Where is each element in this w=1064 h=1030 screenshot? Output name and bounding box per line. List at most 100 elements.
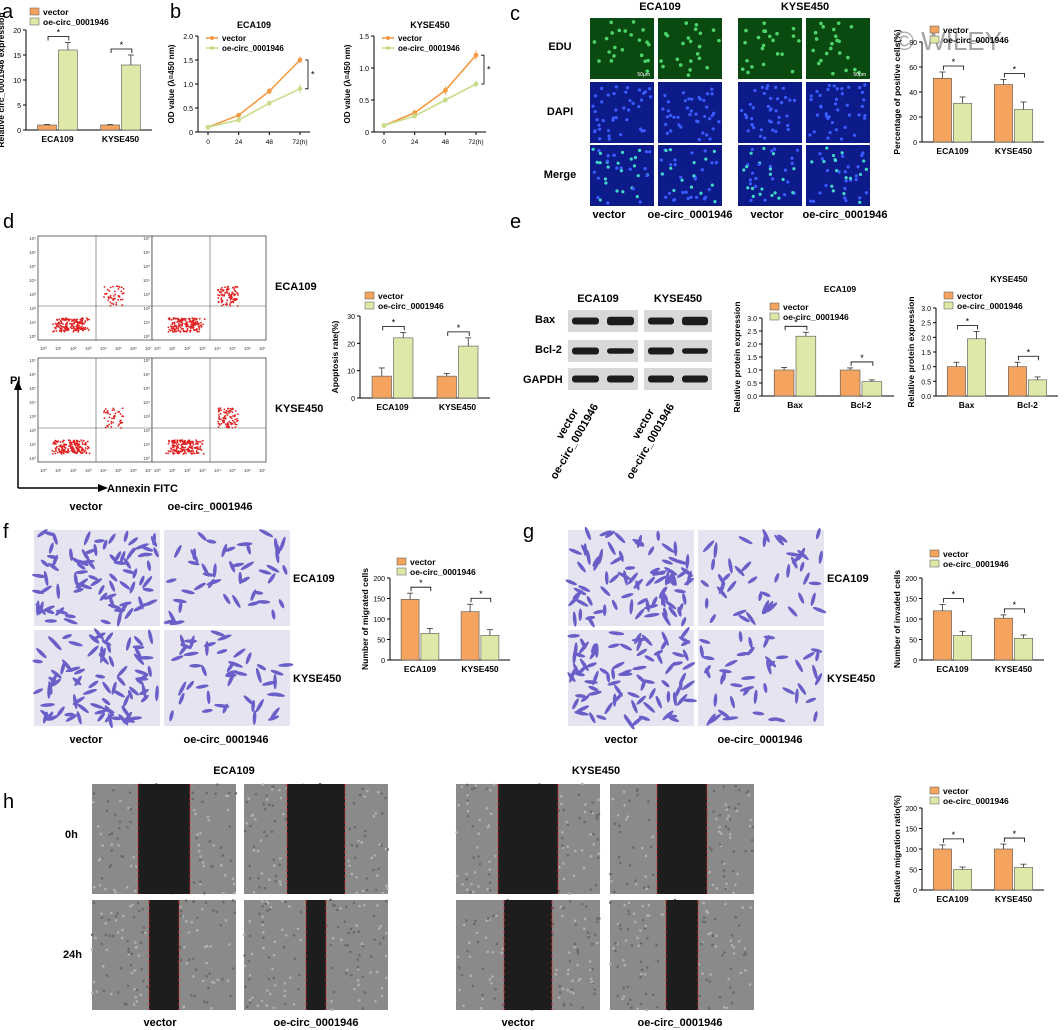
event-dot: [173, 441, 176, 443]
event-dot: [115, 301, 118, 304]
significance-bracket: [470, 597, 492, 603]
event-dot: [117, 424, 120, 427]
stained-cell: [48, 542, 54, 554]
y-tick-label: 50: [909, 638, 917, 645]
bar-vector-eca109: [371, 375, 392, 399]
stained-cell: [50, 673, 58, 687]
event-dot: [75, 329, 78, 332]
event-dot: [169, 450, 172, 453]
cell-nucleus: [600, 100, 604, 104]
cell-nucleus: [826, 87, 830, 92]
cell-nucleus: [750, 117, 754, 121]
cell-texture: [466, 801, 469, 805]
cell-nucleus: [711, 28, 716, 32]
cell-texture: [355, 875, 358, 879]
cell-texture: [191, 791, 195, 795]
e-title-eca109: ECA109: [577, 293, 619, 305]
cell-texture: [750, 838, 754, 842]
protein-band: [682, 348, 708, 354]
cell-texture: [561, 914, 564, 918]
cell-texture: [261, 915, 265, 919]
cell-nucleus: [600, 86, 604, 91]
cell-nucleus: [826, 136, 830, 140]
cell-nucleus: [858, 200, 862, 204]
event-dot: [184, 442, 186, 445]
event-dot: [193, 452, 196, 455]
cell-texture: [589, 833, 592, 836]
cell-nucleus: [712, 149, 716, 153]
stained-cell: [656, 530, 661, 542]
event-dot: [110, 302, 113, 305]
cell-texture: [231, 877, 235, 881]
cell-texture: [374, 1000, 377, 1003]
cell-texture: [141, 930, 144, 934]
stained-cell: [667, 572, 674, 585]
cell-texture: [640, 968, 644, 972]
event-dot: [220, 422, 223, 425]
stained-cell: [261, 680, 277, 686]
y-axis-label: Relative circ_0001946 expression: [0, 12, 6, 147]
protein-band: [607, 316, 634, 326]
cell-texture: [656, 959, 660, 963]
stained-cell: [574, 598, 589, 607]
cell-nucleus: [753, 184, 758, 189]
cell-texture: [734, 883, 737, 886]
cell-nucleus: [598, 161, 602, 165]
scratch-gap: [138, 784, 190, 894]
cell-texture: [594, 883, 598, 887]
event-dot: [73, 451, 76, 454]
cell-texture: [733, 807, 737, 810]
cell-nucleus: [849, 24, 854, 29]
event-dot: [81, 443, 84, 445]
stained-cell: [680, 567, 694, 577]
stained-cell: [206, 690, 211, 705]
cell-nucleus: [635, 194, 639, 199]
significance-star: *: [1013, 829, 1017, 839]
flow-y-tick: 10⁶: [143, 372, 150, 377]
event-dot: [81, 323, 84, 326]
cell-texture: [272, 864, 276, 867]
protein-band: [572, 375, 599, 383]
data-point-vector: [473, 52, 479, 58]
x-category-label: Bcl-2: [851, 400, 872, 410]
cell-texture: [347, 931, 350, 935]
cell-texture: [748, 824, 752, 828]
event-dot: [56, 322, 59, 325]
cell-nucleus: [598, 151, 603, 155]
event-dot: [83, 450, 86, 453]
event-dot: [172, 444, 174, 447]
cell-nucleus: [685, 106, 690, 110]
cell-nucleus: [825, 168, 829, 173]
cell-texture: [248, 998, 252, 1002]
significance-bracket: [1003, 837, 1025, 843]
y-tick-label: 0: [913, 140, 917, 147]
stained-cell: [270, 669, 284, 676]
cell-texture: [350, 843, 354, 847]
cell-nucleus: [791, 190, 795, 195]
event-dot: [225, 290, 228, 293]
event-dot: [54, 452, 57, 455]
cell-texture: [559, 905, 563, 909]
cell-texture: [135, 946, 139, 949]
bar-vector-kyse450: [100, 124, 120, 131]
cell-nucleus: [680, 178, 684, 182]
event-dot: [63, 444, 66, 447]
cell-nucleus: [615, 189, 619, 193]
c-label-vector-2: vector: [750, 209, 784, 221]
cell-texture: [274, 880, 277, 883]
cell-nucleus: [833, 102, 838, 106]
event-dot: [219, 407, 222, 410]
cell-texture: [574, 923, 578, 926]
cell-texture: [583, 820, 587, 824]
cell-texture: [231, 899, 235, 902]
stained-cell: [578, 641, 589, 654]
cell-nucleus: [661, 64, 665, 69]
cell-texture: [593, 992, 596, 995]
cell-texture: [91, 991, 94, 994]
cell-texture: [243, 829, 247, 833]
cell-nucleus: [863, 114, 867, 118]
cell-nucleus: [595, 160, 599, 164]
stained-cell: [586, 596, 593, 606]
cell-nucleus: [843, 170, 847, 174]
y-tick-label: 5: [17, 103, 21, 110]
